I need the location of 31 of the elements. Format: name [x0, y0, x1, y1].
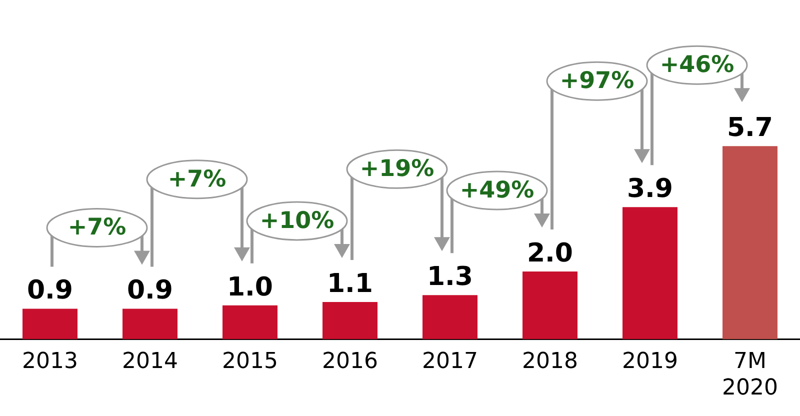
x-tick-label: 7M 2020: [722, 349, 778, 401]
x-tick-label: 2017: [422, 349, 478, 374]
annotation: +7%: [68, 214, 126, 241]
bar: [222, 305, 278, 340]
x-tick-label: 2013: [22, 349, 78, 374]
annotation: +7%: [168, 166, 226, 192]
text: +97%: [560, 68, 634, 94]
bar: [622, 207, 678, 340]
data-label: 2.0: [526, 238, 574, 268]
data-label: 0.9: [26, 276, 74, 306]
bar: [722, 146, 778, 340]
data-label: 1.3: [426, 262, 474, 292]
x-tick-label: 2015: [222, 349, 278, 374]
data-label: 3.9: [626, 174, 674, 204]
data-label: 0.9: [126, 276, 174, 306]
annotation: +49%: [460, 177, 534, 204]
x-tick-label: 2014: [122, 349, 178, 374]
bar: [422, 295, 478, 340]
x-tick-label: 2018: [522, 349, 578, 374]
data-label: 1.0: [226, 272, 274, 302]
bar: [322, 302, 378, 340]
annotation: +10%: [260, 208, 334, 234]
bar: [122, 308, 178, 340]
data-label: 5.7: [726, 113, 774, 144]
data-label: 1.1: [326, 268, 374, 299]
annotation: +19%: [360, 156, 434, 182]
text: +46%: [660, 52, 734, 78]
bar: [522, 271, 578, 340]
x-tick-label: 2016: [322, 349, 378, 374]
bar: [22, 308, 78, 340]
x-tick-label: 2019: [622, 349, 678, 374]
